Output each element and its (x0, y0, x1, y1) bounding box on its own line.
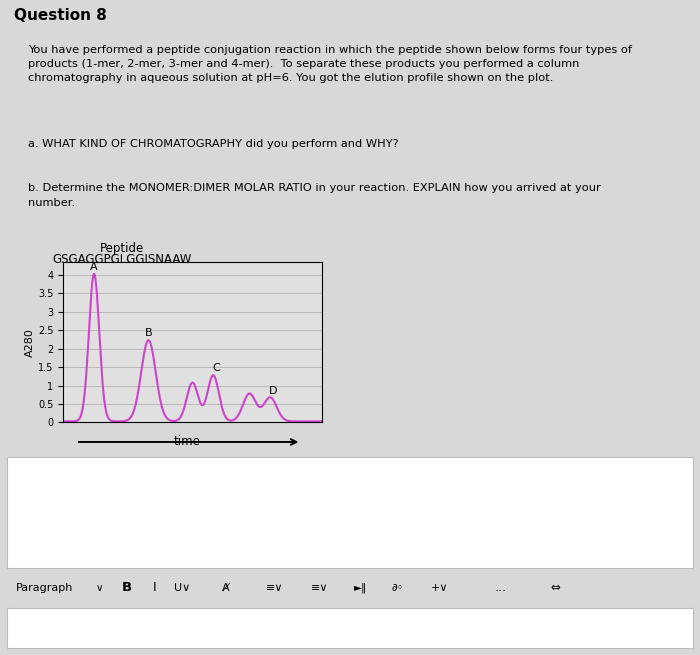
Text: b. Determine the MONOMER:DIMER MOLAR RATIO in your reaction. EXPLAIN how you arr: b. Determine the MONOMER:DIMER MOLAR RAT… (28, 183, 601, 208)
Text: C: C (212, 364, 220, 373)
Text: +∨: +∨ (430, 583, 448, 593)
Text: B: B (122, 582, 132, 594)
Text: D: D (269, 386, 277, 396)
Text: Peptide: Peptide (100, 242, 145, 255)
Y-axis label: A280: A280 (25, 328, 35, 357)
Text: ...: ... (495, 582, 507, 594)
Text: time: time (174, 436, 201, 449)
Text: ∂◦: ∂◦ (392, 583, 404, 593)
Text: ≡∨: ≡∨ (266, 583, 284, 593)
Text: A̸: A̸ (223, 583, 230, 593)
Text: You have performed a peptide conjugation reaction in which the peptide shown bel: You have performed a peptide conjugation… (28, 45, 632, 83)
Text: ∨: ∨ (96, 583, 104, 593)
Text: Question 8: Question 8 (14, 8, 107, 23)
Text: ►‖: ►‖ (354, 582, 367, 593)
Text: a. WHAT KIND OF CHROMATOGRAPHY did you perform and WHY?: a. WHAT KIND OF CHROMATOGRAPHY did you p… (28, 139, 398, 149)
Text: ≡∨: ≡∨ (310, 583, 328, 593)
Text: A: A (90, 262, 98, 272)
Text: B: B (145, 328, 153, 339)
Text: I: I (153, 582, 156, 594)
Text: Paragraph: Paragraph (16, 583, 74, 593)
Text: U∨: U∨ (174, 583, 190, 593)
Text: GSGAGGPGLGGISNAAW: GSGAGGPGLGGISNAAW (52, 253, 192, 267)
Text: ⇔: ⇔ (551, 582, 561, 594)
